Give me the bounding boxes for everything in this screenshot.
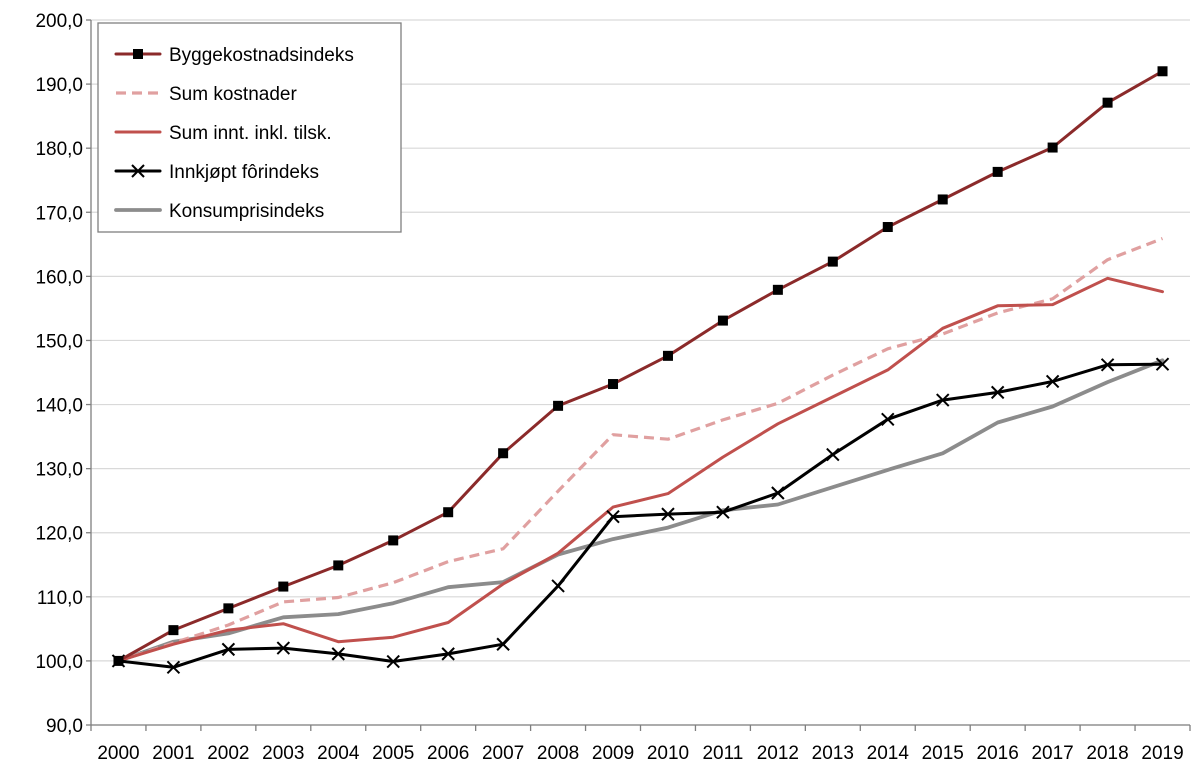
- legend-item: Sum innt. inkl. tilsk.: [114, 123, 332, 144]
- x-tick-label: 2004: [317, 743, 360, 764]
- data-point-x: [661, 507, 675, 521]
- data-point-square: [992, 166, 1003, 177]
- data-point-square: [333, 560, 344, 571]
- axes: [86, 19, 1191, 731]
- y-tick-label: 90,0: [46, 716, 83, 737]
- data-point-x: [276, 641, 291, 655]
- data-point-square: [388, 535, 399, 546]
- data-point-square: [113, 655, 124, 666]
- y-tick-label: 150,0: [35, 331, 83, 352]
- data-point-square: [1157, 66, 1168, 77]
- data-point-square: [772, 284, 783, 295]
- data-point-square: [608, 379, 619, 390]
- data-point-x: [331, 647, 345, 661]
- x-tick-label: 2017: [1031, 743, 1073, 764]
- legend-label: Sum innt. inkl. tilsk.: [169, 123, 332, 144]
- data-point-square: [1047, 142, 1058, 153]
- x-tick-label: 2000: [97, 743, 139, 764]
- data-point-x: [716, 505, 730, 519]
- legend-item: Konsumprisindeks: [114, 201, 324, 222]
- series-line-byggekostnadsindeks: [117, 69, 1164, 663]
- legend-item: Byggekostnadsindeks: [114, 45, 354, 66]
- series-markers: [113, 66, 1168, 666]
- data-point-x: [1045, 374, 1060, 389]
- legend-label: Sum kostnader: [169, 84, 297, 105]
- x-tick-label: 2009: [592, 743, 634, 764]
- y-tick-label: 200,0: [35, 11, 83, 32]
- x-axis-tick-labels: 2000 2001 2002 2003 2004 2005 2006 2007 2008 2009…: [97, 743, 1183, 764]
- data-point-square: [498, 448, 509, 459]
- y-tick-label: 120,0: [35, 524, 83, 545]
- x-tick-label: 2010: [647, 743, 689, 764]
- x-tick-label: 2011: [702, 743, 743, 764]
- x-tick-label: 2007: [482, 743, 524, 764]
- x-tick-label: 2006: [427, 743, 469, 764]
- x-tick-label: 2003: [262, 743, 304, 764]
- legend-item: Innkjøpt fôrindeks: [114, 162, 319, 183]
- x-tick-label: 2008: [537, 743, 579, 764]
- legend-label: Konsumprisindeks: [169, 201, 324, 222]
- series-markers: [111, 357, 1170, 675]
- x-tick-label: 2005: [372, 743, 414, 764]
- x-tick-label: 2015: [922, 743, 964, 764]
- legend-label: Innkjøpt fôrindeks: [169, 162, 319, 183]
- legend: Byggekostnadsindeks Sum kostnader Sum innt…: [97, 22, 402, 233]
- y-tick-label: 130,0: [35, 460, 83, 481]
- y-tick-label: 190,0: [35, 75, 83, 96]
- data-point-square: [1102, 97, 1113, 108]
- y-tick-label: 100,0: [35, 652, 83, 673]
- data-point-square: [553, 400, 564, 411]
- x-tick-label: 2001: [152, 743, 194, 764]
- series-lines: [111, 66, 1170, 675]
- x-tick-label: 2002: [207, 743, 249, 764]
- data-point-square: [168, 625, 179, 636]
- series-line-sum-kostnader: [118, 237, 1164, 663]
- data-point-x: [826, 447, 840, 462]
- data-point-square: [717, 315, 728, 326]
- series-line-konsumprisindeks: [116, 358, 1165, 663]
- x-tick-label: 2018: [1086, 743, 1128, 764]
- y-tick-label: 160,0: [35, 267, 83, 288]
- data-point-x: [131, 164, 145, 178]
- legend-box: [97, 22, 402, 233]
- data-point-x: [936, 393, 950, 407]
- data-point-x: [771, 486, 785, 500]
- y-tick-label: 170,0: [35, 203, 83, 224]
- data-point-square: [223, 603, 234, 614]
- series-line-innkj-pt-f-rindeks: [117, 362, 1164, 669]
- data-point-x: [551, 579, 565, 593]
- data-point-x: [166, 660, 181, 675]
- data-point-square: [882, 222, 893, 233]
- data-point-x: [881, 412, 895, 426]
- x-tick-label: 2019: [1141, 743, 1183, 764]
- x-tick-label: 2013: [812, 743, 854, 764]
- y-tick-label: 180,0: [35, 139, 83, 160]
- data-point-square: [278, 581, 289, 592]
- y-tick-label: 110,0: [37, 588, 83, 609]
- data-point-x: [496, 637, 510, 651]
- y-tick-label: 140,0: [35, 396, 83, 417]
- data-point-square: [827, 256, 838, 267]
- data-point-x: [606, 509, 620, 524]
- legend-label: Byggekostnadsindeks: [169, 45, 354, 66]
- data-point-square: [937, 194, 948, 205]
- data-point-x: [990, 385, 1005, 400]
- data-point-x: [386, 654, 400, 669]
- data-point-x: [221, 642, 236, 657]
- data-point-square: [133, 49, 143, 59]
- legend-item: Sum kostnader: [116, 84, 297, 105]
- x-tick-label: 2016: [977, 743, 1019, 764]
- x-tick-label: 2012: [757, 743, 799, 764]
- data-point-x: [1155, 357, 1170, 371]
- data-point-square: [662, 350, 673, 361]
- data-point-x: [1100, 358, 1115, 372]
- data-point-square: [443, 507, 454, 518]
- data-point-x: [441, 647, 455, 661]
- y-axis-tick-labels: 90,0 100,0 110,0 120,0 130,0 140,0 150,0 160,0 1…: [35, 11, 83, 737]
- series-line-sum-innt-inkl-tilsk-: [117, 276, 1164, 663]
- x-tick-label: 2014: [867, 743, 910, 764]
